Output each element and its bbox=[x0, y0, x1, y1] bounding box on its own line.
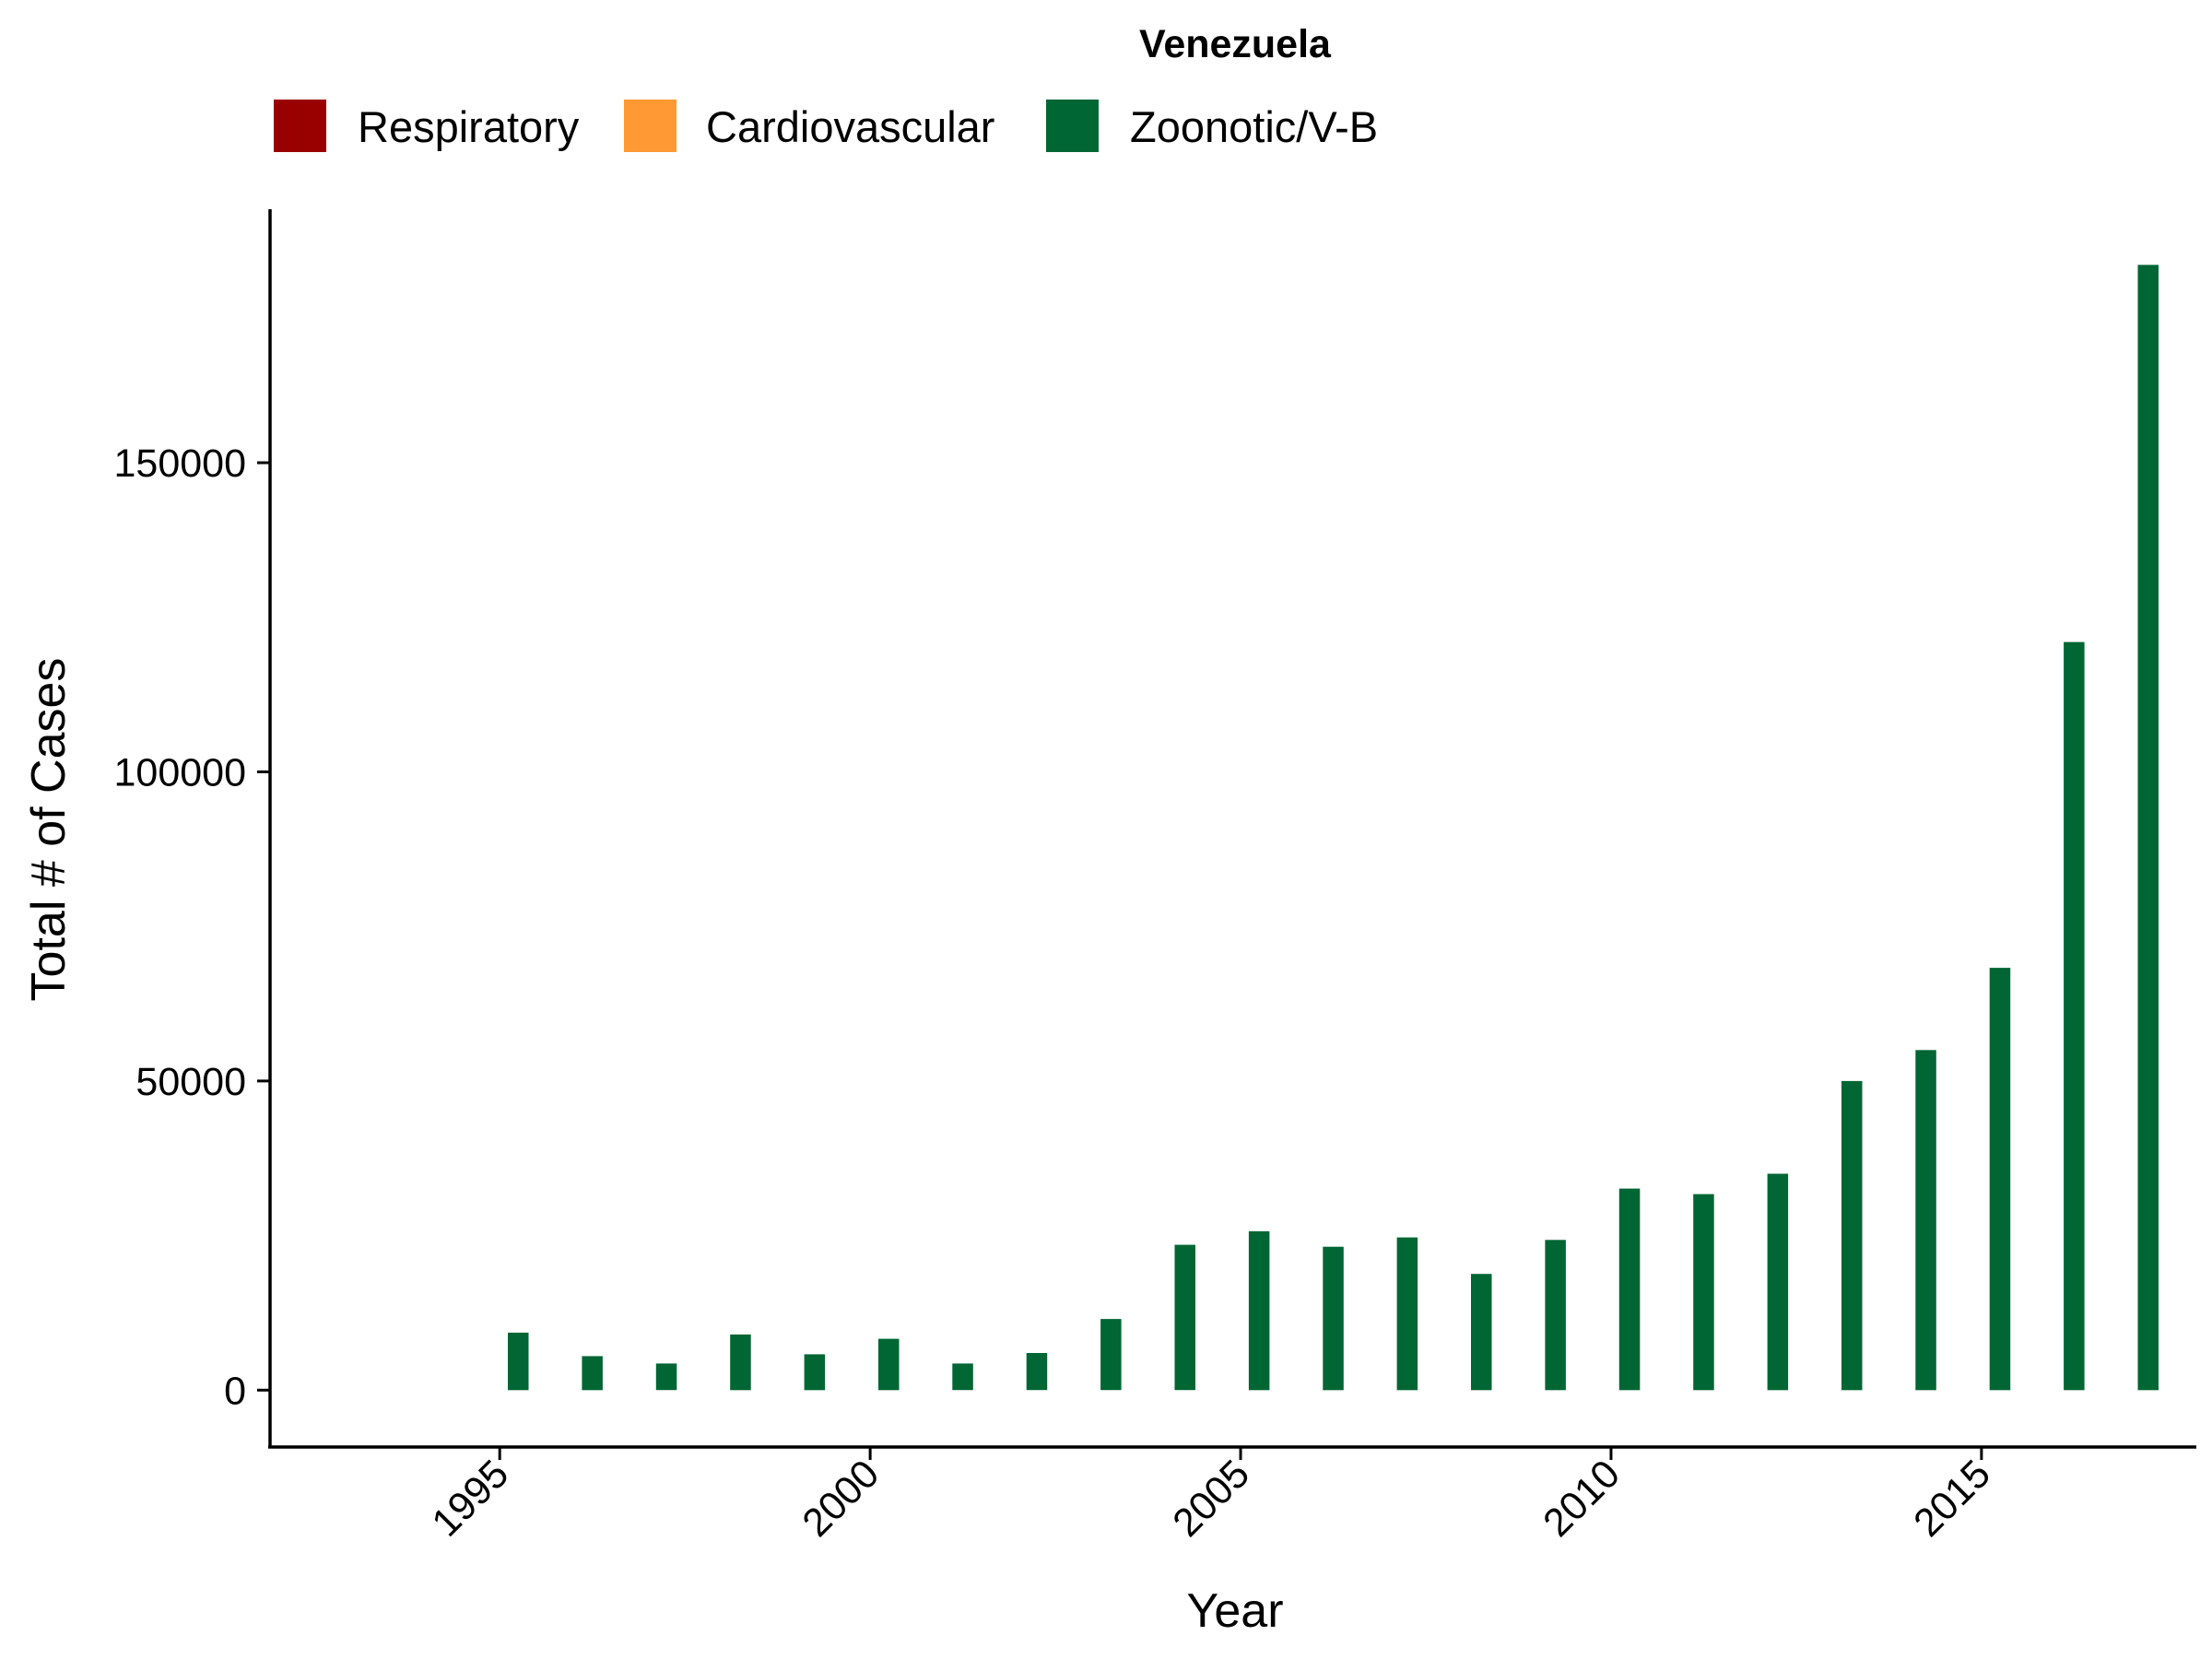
bar-1999 bbox=[804, 1354, 826, 1391]
bar-2016 bbox=[2064, 641, 2085, 1391]
bar-2010 bbox=[1618, 1188, 1641, 1391]
legend-item-respiratory: Respiratory bbox=[274, 100, 580, 152]
y-tick-label-50000: 50000 bbox=[135, 1060, 246, 1104]
y-tick-label-150000: 150000 bbox=[114, 441, 247, 486]
x-axis-title: Year bbox=[1186, 1584, 1283, 1638]
x-tick-label-1995: 1995 bbox=[424, 1452, 518, 1546]
legend-swatch-cardiovascular bbox=[624, 100, 677, 152]
legend-item-cardiovascular: Cardiovascular bbox=[624, 100, 994, 152]
y-axis-title: Total # of Cases bbox=[22, 658, 76, 1002]
legend-label-zoonotic: Zoonotic/V-B bbox=[1130, 102, 1378, 151]
bar-1998 bbox=[730, 1334, 751, 1391]
y-tick-label-100000: 100000 bbox=[114, 750, 247, 794]
bar-2014 bbox=[1915, 1050, 1936, 1391]
bar-2008 bbox=[1471, 1274, 1492, 1391]
bar-1995 bbox=[508, 1332, 529, 1391]
legend: Venezuela Respiratory Cardiovascular Zoo… bbox=[274, 22, 1378, 152]
bar-2001 bbox=[952, 1363, 973, 1391]
legend-item-zoonotic: Zoonotic/V-B bbox=[1046, 100, 1378, 152]
bar-2013 bbox=[1841, 1080, 1863, 1391]
x-tick-label-2010: 2010 bbox=[1535, 1452, 1629, 1546]
x-tick-label-2005: 2005 bbox=[1165, 1452, 1259, 1546]
bar-2011 bbox=[1693, 1194, 1714, 1391]
bar-2006 bbox=[1323, 1246, 1344, 1391]
chart-title: Venezuela bbox=[1139, 22, 1332, 66]
bar-2015 bbox=[1989, 968, 2011, 1391]
bars bbox=[508, 265, 2159, 1391]
x-tick-label-2000: 2000 bbox=[794, 1452, 888, 1546]
bar-2007 bbox=[1396, 1237, 1418, 1391]
legend-swatch-respiratory bbox=[274, 100, 326, 152]
bar-2004 bbox=[1174, 1244, 1195, 1391]
x-tick-label-2015: 2015 bbox=[1905, 1452, 1999, 1546]
bar-1996 bbox=[582, 1356, 603, 1391]
bar-2017 bbox=[2137, 265, 2159, 1391]
y-tick-label-0: 0 bbox=[224, 1369, 246, 1413]
legend-label-respiratory: Respiratory bbox=[358, 102, 580, 151]
y-ticks: 0 50000 100000 150000 bbox=[114, 441, 270, 1413]
bar-2002 bbox=[1026, 1353, 1048, 1391]
bar-2003 bbox=[1100, 1319, 1122, 1391]
legend-swatch-zoonotic bbox=[1046, 100, 1099, 152]
bar-2012 bbox=[1767, 1173, 1789, 1391]
bar-2005 bbox=[1248, 1230, 1270, 1391]
x-ticks: 1995 2000 2005 2010 2015 bbox=[424, 1447, 1999, 1546]
legend-label-cardiovascular: Cardiovascular bbox=[706, 102, 994, 151]
bar-2000 bbox=[878, 1338, 900, 1391]
bar-1997 bbox=[655, 1363, 677, 1391]
bar-2009 bbox=[1545, 1240, 1566, 1391]
